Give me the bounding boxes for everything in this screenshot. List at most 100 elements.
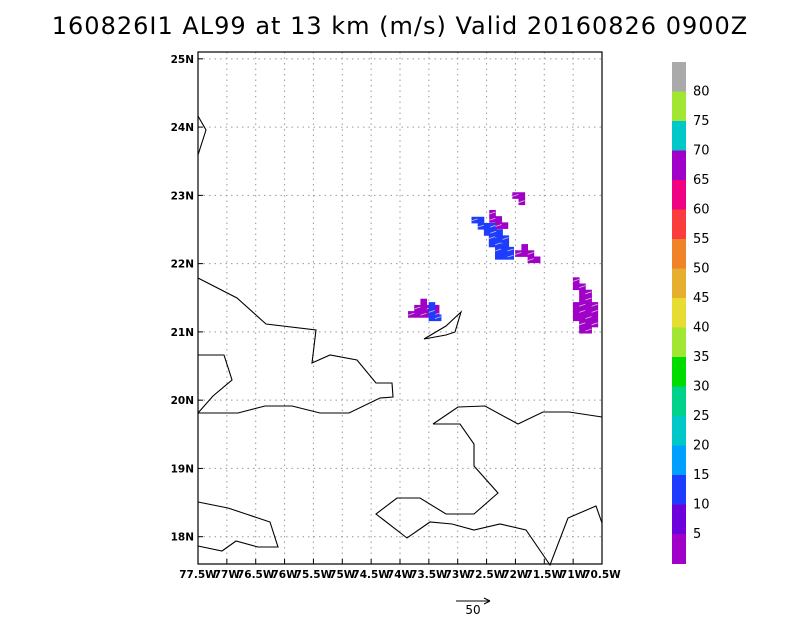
coastline-bahamas [197,115,207,156]
wind-cell [420,298,428,306]
wind-barb [507,248,514,252]
wind-barb [527,258,534,261]
colorbar-segment [672,268,686,299]
wind-barb [502,237,509,240]
x-tick-label: 76.5W [237,569,275,581]
wind-cell [585,302,592,309]
x-tick-label: 71W [560,569,587,581]
x-tick-label: 70.5W [583,569,621,581]
wind-barb [527,252,534,255]
wind-cell [483,229,491,236]
colorbar-label: 25 [693,409,710,424]
colorbar-label: 60 [693,203,710,218]
wind-barb [591,310,598,313]
wind-barb [512,193,519,197]
wind-barb [494,248,502,252]
wind-barb [591,303,598,307]
wind-barb [407,312,415,316]
chart-title: 160826I1 AL99 at 13 km (m/s) Valid 20160… [51,12,749,40]
y-tick-label: 23N [171,190,194,202]
wind-patch [428,302,442,322]
wind-cell [414,311,421,318]
wind-cell [501,246,508,254]
colorbar-label: 35 [693,350,710,365]
reference-vector-arrowhead [483,597,491,605]
wind-barb [490,230,497,234]
colorbar-segment [672,504,686,535]
wind-barb [515,252,522,255]
wind-cell [483,222,491,230]
wind-patch [515,244,541,264]
colorbar-label: 15 [693,468,710,483]
wind-barb [585,316,592,319]
wind-cell [496,235,503,242]
colorbar-segment [672,327,686,358]
wind-barb [471,218,478,222]
colorbar-label: 75 [693,114,710,129]
wind-cell [591,314,599,322]
x-tick-label: 72.5W [468,569,506,581]
wind-cell [585,308,592,315]
colorbar-label: 5 [693,527,701,542]
y-tick-label: 19N [171,463,194,475]
wind-barb [489,217,496,221]
y-axis: 18N 19N 20N 21N 22N 23N 24N 25N [171,54,203,544]
colorbar-segment [672,180,686,210]
colorbar-segment [672,62,686,92]
x-tick-label: 71.5W [526,569,564,581]
y-tick-label: 24N [171,122,194,134]
colorbar-segment [672,445,686,476]
wind-barb [585,297,592,301]
colorbar-segment [672,298,686,328]
colorbar-segment [672,150,686,181]
wind-cell [579,326,586,334]
wind-cell [432,304,440,312]
wind-barb [585,328,592,332]
wind-cell [428,314,436,322]
colorbar-label: 50 [693,262,710,277]
coastlines [197,115,603,567]
wind-cell [579,295,586,303]
wind-cell [495,216,503,223]
wind-cell [420,304,428,312]
wind-barb [494,242,502,246]
wind-cell [572,314,580,322]
colorbar-segment [672,239,686,269]
wind-barb [579,285,586,288]
colorbar-label: 65 [693,173,710,188]
colorbar: 5 10 15 20 25 30 35 40 45 50 55 60 65 70 75 80 [672,62,710,564]
wind-cell [572,283,580,291]
wind-barb [507,254,514,258]
wind-cell [502,241,510,249]
wind-barb [585,291,592,295]
wind-patches [407,192,599,334]
x-tick-label: 75W [329,569,356,581]
coastline-hispaniola-north [432,405,603,425]
wind-cell [501,253,508,260]
colorbar-segment [672,209,686,240]
wind-barb [518,200,525,203]
wind-barb [591,322,598,326]
wind-patch [489,209,509,229]
coastline-cuba-west [197,277,394,414]
colorbar-segment [672,416,686,446]
wind-barb [579,303,586,307]
y-tick-label: 21N [171,327,194,339]
colorbar-label: 45 [693,291,710,306]
colorbar-label: 40 [693,321,710,336]
colorbar-segment [672,91,686,122]
x-tick-label: 73.5W [410,569,448,581]
y-tick-label: 22N [171,259,194,271]
y-tick-label: 20N [171,395,194,407]
wind-cell [518,192,526,199]
x-tick-label: 73W [445,569,472,581]
coastline-inagua [423,310,463,340]
colorbar-label: 20 [693,439,710,454]
y-tick-label: 18N [171,532,194,544]
wind-cell [579,314,586,322]
wind-barb [579,322,586,326]
wind-barb [579,310,586,313]
wind-cell [477,216,485,224]
wind-barb [434,316,442,319]
